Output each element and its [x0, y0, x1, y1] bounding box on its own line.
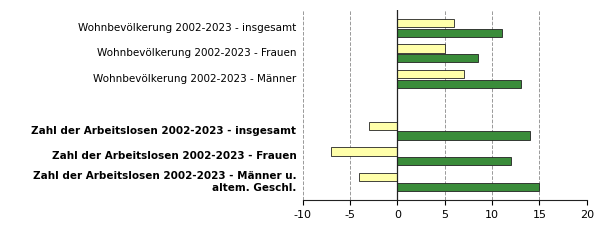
Bar [359, 173, 397, 181]
Bar [397, 54, 478, 62]
Bar [397, 157, 511, 165]
Bar [397, 80, 520, 88]
Text: Wohnbevölkerung 2002-2023 - Männer: Wohnbevölkerung 2002-2023 - Männer [93, 74, 296, 84]
Text: Zahl der Arbeitslosen 2002-2023 - Männer u.
altem. Geschl.: Zahl der Arbeitslosen 2002-2023 - Männer… [33, 171, 296, 193]
Text: Wohnbevölkerung 2002-2023 - Frauen: Wohnbevölkerung 2002-2023 - Frauen [97, 49, 296, 59]
Text: Wohnbevölkerung 2002-2023 - insgesamt: Wohnbevölkerung 2002-2023 - insgesamt [78, 23, 296, 33]
Bar [397, 19, 454, 27]
Bar [331, 147, 397, 156]
Bar [397, 44, 445, 53]
Bar [397, 183, 540, 191]
Bar [369, 122, 397, 130]
Bar [397, 29, 502, 37]
Text: Zahl der Arbeitslosen 2002-2023 - insgesamt: Zahl der Arbeitslosen 2002-2023 - insges… [31, 126, 296, 136]
Text: Zahl der Arbeitslosen 2002-2023 - Frauen: Zahl der Arbeitslosen 2002-2023 - Frauen [51, 151, 296, 161]
Bar [397, 132, 530, 140]
Bar [397, 70, 463, 78]
